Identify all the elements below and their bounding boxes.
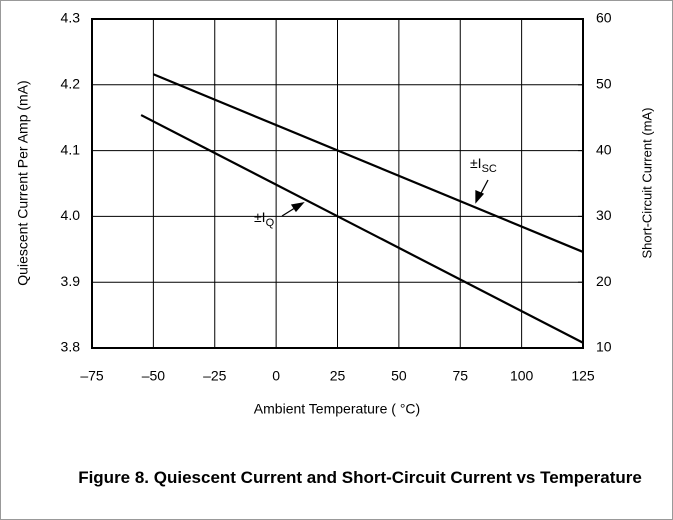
y-axis-label: Quiescent Current Per Amp (mA) bbox=[15, 80, 31, 285]
series-line bbox=[152, 73, 584, 253]
y-tick-label: 4.3 bbox=[61, 10, 81, 26]
x-tick-label: 50 bbox=[391, 368, 407, 384]
y2-axis-label: Short-Circuit Current (mA) bbox=[639, 108, 654, 259]
y-tick-label: 4.0 bbox=[61, 207, 81, 223]
x-tick-label: 75 bbox=[452, 368, 468, 384]
x-tick-label: –25 bbox=[203, 368, 227, 384]
y2-tick-label: 20 bbox=[596, 273, 612, 289]
y-tick-label: 3.8 bbox=[61, 339, 81, 355]
caption: Figure 8. Quiescent Current and Short-Ci… bbox=[78, 468, 642, 487]
x-axis-label: Ambient Temperature ( °C) bbox=[254, 401, 420, 417]
x-tick-label: 25 bbox=[330, 368, 346, 384]
x-tick-label: –50 bbox=[142, 368, 166, 384]
y2-tick-label: 10 bbox=[596, 339, 612, 355]
x-tick-label: 100 bbox=[510, 368, 534, 384]
x-tick-label: 125 bbox=[571, 368, 595, 384]
y-tick-label: 4.2 bbox=[61, 76, 81, 92]
series-line bbox=[140, 114, 584, 344]
annotation: ±IQ bbox=[254, 209, 275, 229]
y2-tick-label: 50 bbox=[596, 76, 612, 92]
y2-tick-label: 40 bbox=[596, 141, 612, 157]
y-tick-label: 4.1 bbox=[61, 141, 81, 157]
y2-tick-label: 60 bbox=[596, 10, 612, 26]
plot-border bbox=[91, 18, 584, 349]
x-tick-label: –75 bbox=[80, 368, 104, 384]
x-tick-label: 0 bbox=[272, 368, 280, 384]
y-tick-label: 3.9 bbox=[61, 273, 81, 289]
y2-tick-label: 30 bbox=[596, 207, 612, 223]
annotation: ±ISC bbox=[470, 155, 497, 175]
arrows bbox=[281, 179, 489, 217]
